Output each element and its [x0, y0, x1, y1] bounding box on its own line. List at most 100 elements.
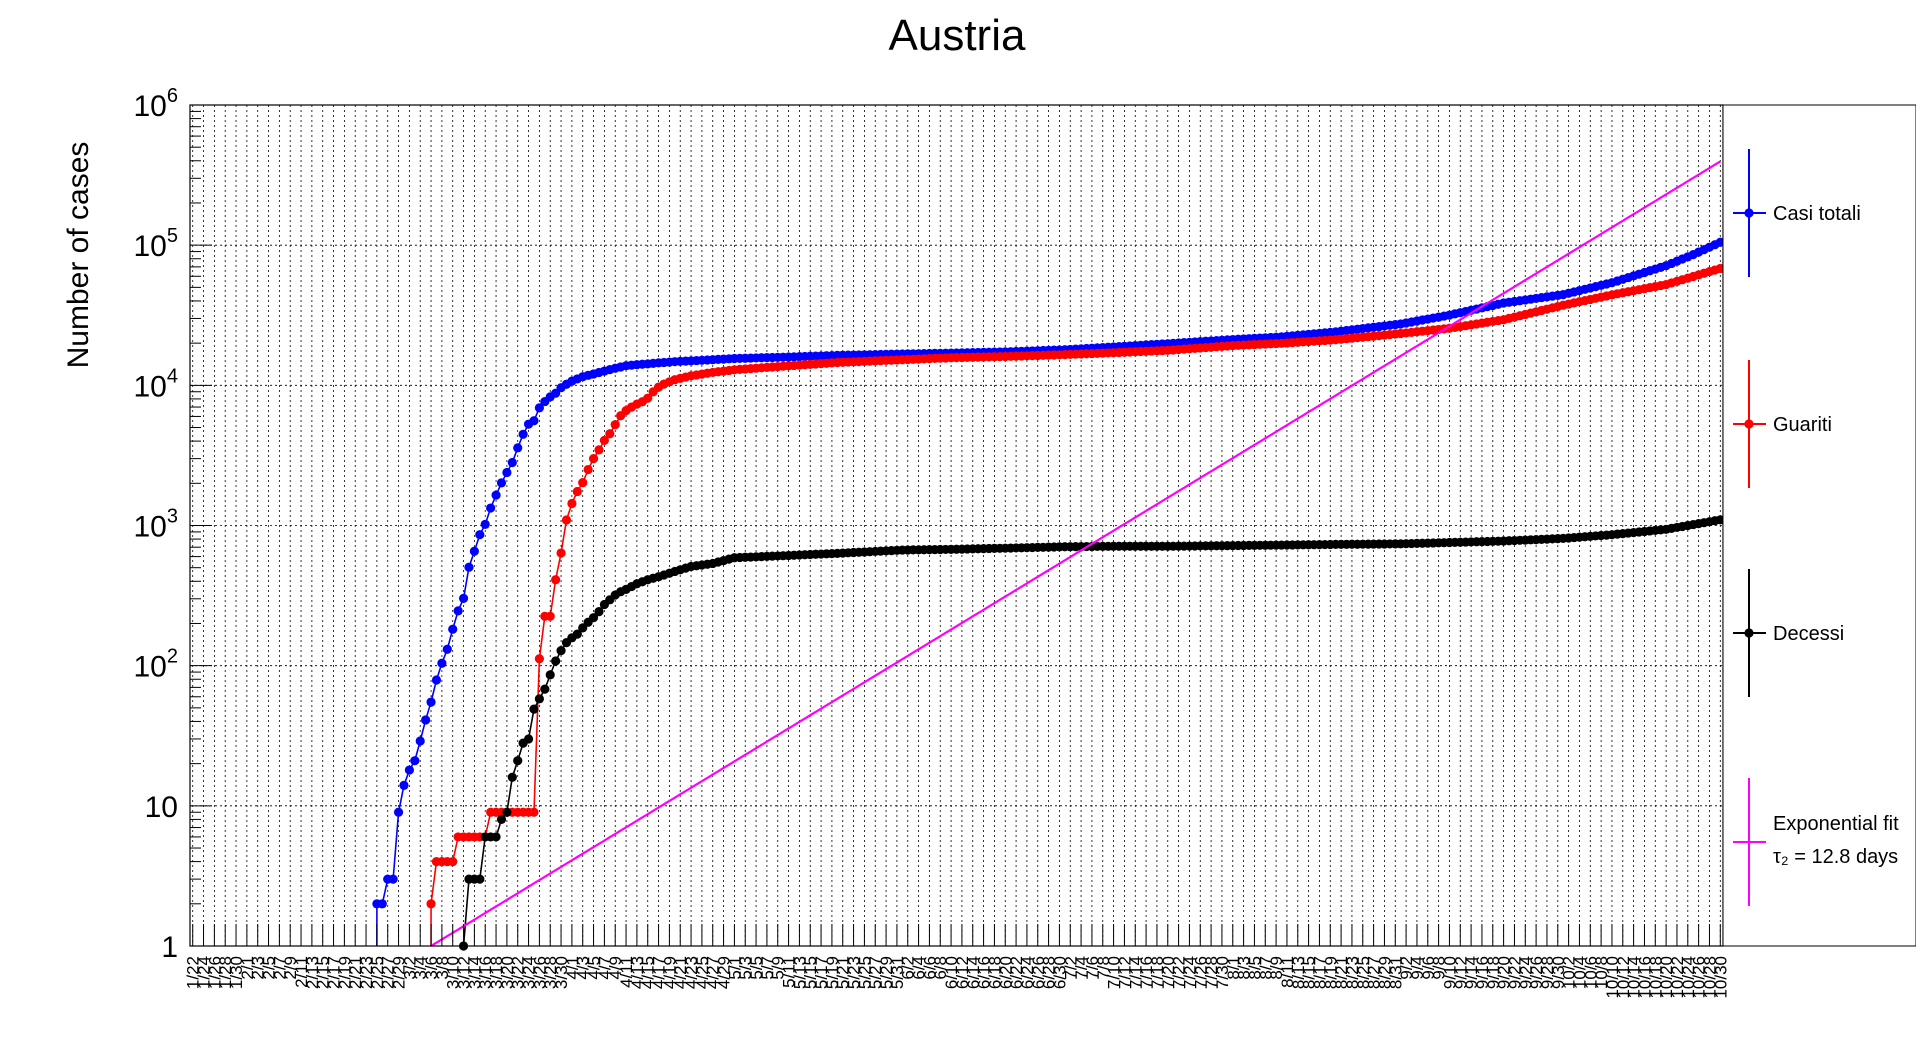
x-tick-label: 5/3 — [736, 956, 755, 980]
x-tick-label: 4/17 — [650, 956, 669, 989]
x-tick-label: 2/23 — [357, 956, 376, 989]
series-point-decessi — [556, 646, 566, 656]
x-tick-label: 9/28 — [1538, 956, 1557, 989]
series-point-casi-totali — [388, 874, 398, 884]
series-point-casi-totali — [529, 416, 539, 426]
y-tick-base: 10 — [134, 651, 167, 684]
x-tick-label: 3/2 — [400, 956, 419, 980]
series-point-decessi — [572, 629, 582, 639]
series-point-casi-totali — [426, 697, 436, 707]
y-tick-label: 103 — [134, 506, 179, 544]
series-point-casi-totali — [393, 807, 404, 817]
series-point-casi-totali — [415, 736, 425, 746]
series-point-guariti — [561, 515, 572, 525]
series-point-decessi — [551, 656, 561, 666]
series-line-exponential-fit — [430, 160, 1721, 947]
series-point-casi-totali — [480, 519, 490, 530]
x-tick-label: 7/16 — [1137, 956, 1156, 989]
x-tick-label: 3/22 — [509, 956, 528, 989]
x-tick-label: 8/19 — [1321, 956, 1340, 989]
series-point-casi-totali — [404, 765, 414, 775]
x-tick-label: 6/10 — [942, 956, 961, 989]
x-tick-label: 5/13 — [790, 956, 809, 989]
x-tick-label: 10/14 — [1625, 956, 1644, 999]
x-tick-label: 9/18 — [1484, 956, 1503, 989]
x-tick-label: 7/10 — [1105, 956, 1124, 989]
y-tick-label: 1 — [161, 931, 178, 964]
series-point-guariti — [567, 498, 577, 509]
x-tick-label: 10/10 — [1603, 956, 1622, 999]
x-tick-label: 1/24 — [195, 956, 214, 989]
x-tick-label: 3/4 — [411, 956, 430, 980]
x-tick-label: 6/20 — [996, 956, 1015, 989]
x-tick-label: 8/27 — [1365, 956, 1384, 989]
x-tick-label: 7/14 — [1126, 956, 1145, 989]
series-point-decessi — [534, 694, 544, 704]
series-point-casi-totali — [518, 429, 528, 439]
y-tick-exponent: 2 — [167, 646, 178, 668]
series-point-casi-totali — [491, 490, 501, 500]
x-tick-label: 2/17 — [325, 956, 344, 989]
y-tick-exponent: 3 — [167, 506, 178, 528]
x-tick-label: 4/11 — [617, 956, 636, 988]
x-tick-label: 10/30 — [1711, 956, 1730, 999]
legend: Casi totali Guariti Decessi Exponential fit… — [1722, 104, 1916, 947]
x-tick-label: 5/5 — [747, 956, 766, 980]
x-tick-label: 2/11 — [292, 956, 311, 988]
series-point-guariti — [578, 478, 588, 488]
series-point-decessi — [588, 613, 599, 623]
series-point-casi-totali — [453, 606, 463, 616]
legend-label-decessi: Decessi — [1773, 623, 1844, 645]
x-tick-label: 10/4 — [1570, 956, 1589, 989]
x-tick-label: 10/22 — [1668, 956, 1687, 999]
x-tick-label: 4/1 — [563, 956, 582, 980]
x-tick-label: 3/12 — [455, 956, 474, 989]
x-tick-label: 7/8 — [1094, 956, 1113, 980]
x-tick-label: 9/24 — [1516, 956, 1535, 989]
x-tick-label: 8/15 — [1300, 956, 1319, 989]
x-tick-label: 10/28 — [1700, 956, 1719, 999]
x-tick-label: 5/25 — [855, 956, 874, 989]
x-tick-label: 2/13 — [303, 956, 322, 989]
grid-layer — [190, 105, 1723, 946]
series-point-decessi — [475, 874, 485, 884]
series-point-casi-totali — [507, 457, 517, 468]
x-tick-label: 2/25 — [368, 956, 387, 989]
series-point-casi-totali — [410, 756, 420, 766]
series-point-casi-totali — [475, 530, 485, 540]
x-tick-label: 2/27 — [379, 956, 398, 989]
x-tick-label: 3/24 — [520, 956, 539, 989]
x-tick-label: 6/12 — [953, 956, 972, 989]
y-tick-exponent: 6 — [167, 85, 178, 107]
x-tick-label: 4/23 — [682, 956, 701, 989]
x-tick-label: 7/24 — [1180, 956, 1199, 989]
x-tick-label: 2/3 — [249, 956, 268, 980]
x-tick-label: 1/22 — [184, 956, 203, 989]
x-tick-label: 9/16 — [1473, 956, 1492, 989]
series-point-decessi — [523, 734, 534, 744]
x-tick-label: 4/9 — [606, 956, 625, 980]
legend-label-exponential-fit: Exponential fit — [1773, 813, 1899, 835]
series-point-guariti — [529, 807, 539, 817]
x-tick-label: 8/3 — [1235, 956, 1254, 980]
legend-marker-guariti — [1744, 419, 1754, 429]
x-tick-label: 7/18 — [1148, 956, 1167, 989]
series-point-decessi — [502, 807, 512, 817]
series-point-decessi — [529, 704, 539, 714]
series-point-casi-totali — [421, 715, 431, 725]
x-tick-label: 2/1 — [238, 956, 257, 980]
x-tick-label: 2/5 — [260, 956, 279, 980]
series-point-decessi — [507, 772, 517, 782]
x-tick-label: 9/2 — [1397, 956, 1416, 980]
x-tick-label: 9/26 — [1527, 956, 1546, 989]
series-point-guariti — [605, 429, 615, 439]
series-point-casi-totali — [377, 899, 387, 909]
x-tick-label: 9/8 — [1430, 956, 1449, 980]
series-point-casi-totali — [534, 403, 544, 413]
x-tick-label: 4/5 — [585, 956, 604, 980]
x-tick-label: 7/28 — [1202, 956, 1221, 989]
x-tick-label: 1/26 — [205, 956, 224, 989]
series-point-casi-totali — [442, 644, 452, 654]
x-tick-label: 4/19 — [660, 956, 679, 989]
x-tick-label: 6/28 — [1040, 956, 1059, 989]
